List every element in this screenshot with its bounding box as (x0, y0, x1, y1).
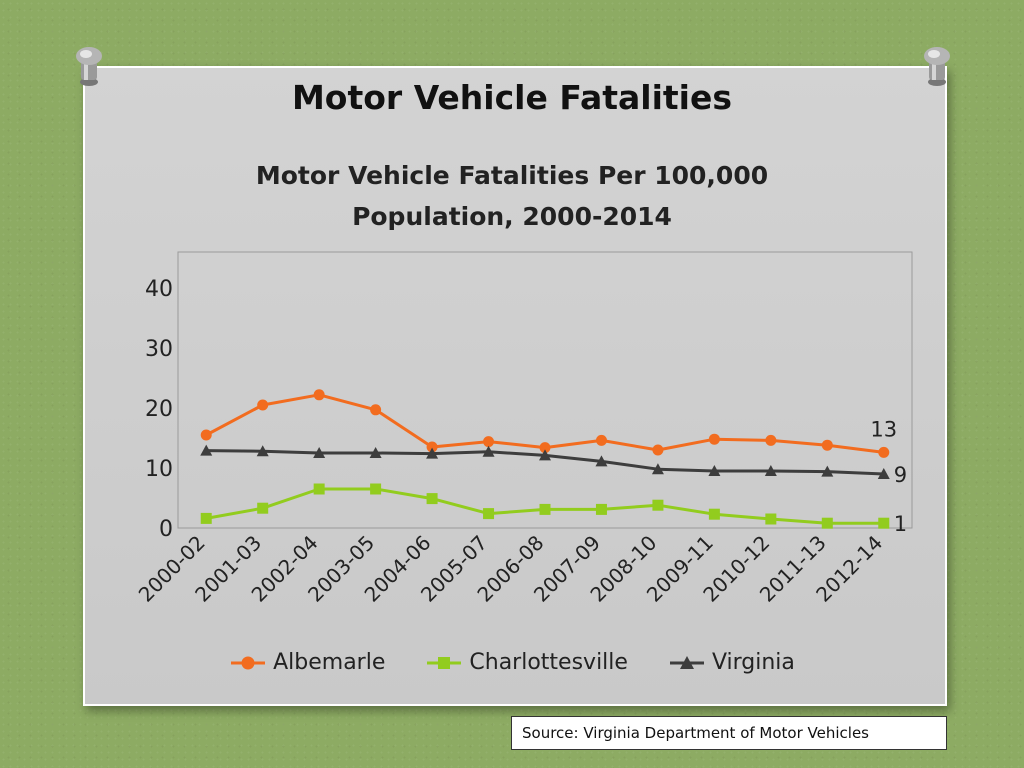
chart-title-line-1: Motor Vehicle Fatalities Per 100,000 (255, 161, 769, 190)
data-point-albemarle (257, 399, 269, 411)
legend-marker-icon (669, 655, 704, 669)
chart-legend: Albemarle Charlottesville Virginia (0, 650, 1024, 675)
plot-area (177, 251, 913, 529)
data-point-charlottesville (370, 483, 382, 495)
source-note: Source: Virginia Department of Motor Veh… (511, 716, 947, 750)
data-point-charlottesville (652, 499, 664, 511)
data-point-albemarle (200, 429, 212, 441)
data-point-virginia (708, 465, 721, 476)
data-point-charlottesville (765, 513, 777, 525)
data-point-virginia (200, 444, 213, 456)
legend-marker-icon (427, 656, 462, 669)
data-point-albemarle (313, 389, 325, 401)
data-point-virginia (877, 468, 890, 479)
y-tick-label: 20 (145, 397, 173, 422)
data-point-charlottesville (708, 508, 720, 520)
data-point-virginia (256, 445, 269, 457)
data-point-albemarle (370, 404, 382, 416)
data-point-virginia (426, 447, 439, 459)
slide-title: Motor Vehicle Fatalities (291, 78, 733, 117)
data-point-albemarle (878, 446, 890, 458)
data-point-virginia (651, 463, 664, 475)
y-tick-label: 0 (159, 517, 173, 542)
y-tick-label: 40 (145, 277, 173, 302)
data-point-albemarle (595, 434, 607, 446)
data-point-albemarle (652, 444, 664, 456)
pushpin-icon-right (924, 47, 950, 86)
chart-title-line-2: Population, 2000-2014 (352, 202, 672, 231)
data-point-albemarle (483, 436, 495, 448)
data-point-charlottesville (821, 517, 833, 529)
data-point-virginia (482, 445, 495, 457)
data-point-charlottesville (313, 483, 325, 495)
data-point-virginia (595, 455, 608, 467)
legend-item-albemarle: Albemarle (229, 650, 385, 675)
data-point-albemarle (426, 441, 438, 453)
data-point-charlottesville (426, 493, 438, 505)
data-point-charlottesville (483, 508, 495, 520)
data-label-virginia: 9 (894, 463, 907, 487)
legend-label: Virginia (711, 650, 795, 675)
chart-title: Motor Vehicle Fatalities Per 100,000 Pop… (200, 155, 824, 237)
legend-marker-icon (231, 656, 266, 669)
y-tick-label: 30 (145, 337, 173, 362)
data-point-virginia (369, 447, 382, 458)
legend-item-charlottesville: Charlottesville (425, 650, 628, 675)
data-point-albemarle (539, 442, 551, 454)
legend-label: Charlottesville (469, 650, 628, 675)
data-point-charlottesville (539, 503, 551, 515)
data-point-virginia (764, 465, 777, 476)
legend-label: Albemarle (273, 650, 386, 675)
data-label-charlottesville: 1 (894, 512, 907, 536)
data-point-charlottesville (878, 517, 890, 529)
data-point-charlottesville (200, 512, 212, 524)
y-tick-label: 10 (145, 457, 173, 482)
data-point-charlottesville (595, 503, 607, 515)
data-point-albemarle (708, 433, 720, 445)
data-point-virginia (539, 449, 551, 461)
pushpin-icon-left (76, 47, 102, 86)
data-point-virginia (313, 447, 326, 458)
data-point-albemarle (765, 434, 777, 446)
legend-item-virginia: Virginia (668, 650, 795, 675)
data-point-albemarle (821, 439, 833, 451)
data-point-charlottesville (257, 502, 269, 514)
data-label-albemarle: 13 (870, 417, 897, 441)
data-point-virginia (821, 465, 834, 477)
slide-board (83, 66, 947, 706)
